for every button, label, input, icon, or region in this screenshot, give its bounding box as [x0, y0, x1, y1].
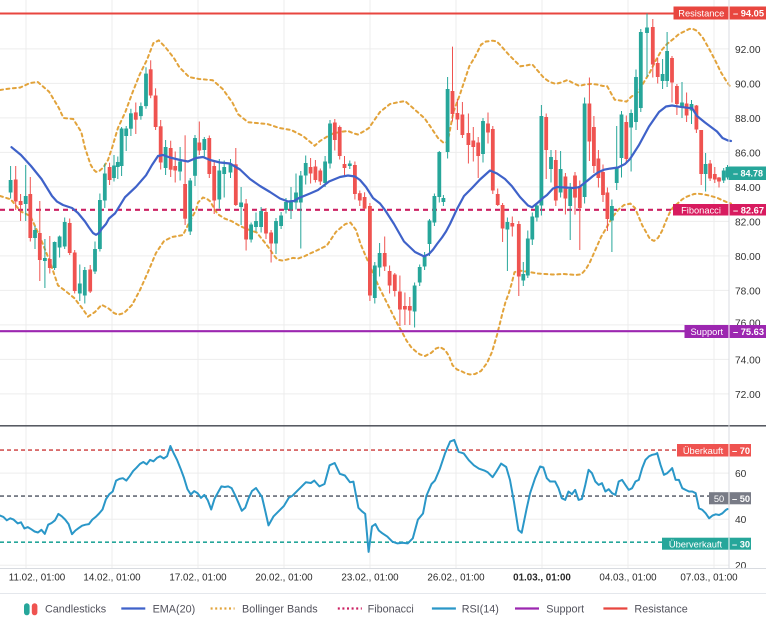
svg-text:Bollinger Bands: Bollinger Bands — [242, 604, 318, 616]
svg-text:88.00: 88.00 — [735, 114, 761, 125]
svg-text:– 50: – 50 — [732, 494, 750, 504]
svg-text:04.03., 01:00: 04.03., 01:00 — [599, 573, 657, 584]
svg-text:86.00: 86.00 — [735, 148, 761, 159]
svg-text:20: 20 — [735, 561, 747, 572]
svg-text:84.00: 84.00 — [735, 183, 761, 194]
svg-text:17.02., 01:00: 17.02., 01:00 — [169, 573, 227, 584]
svg-text:26.02., 01:00: 26.02., 01:00 — [427, 573, 485, 584]
svg-text:RSI(14): RSI(14) — [462, 604, 499, 616]
svg-text:EMA(20): EMA(20) — [153, 604, 196, 616]
svg-text:50: 50 — [714, 494, 724, 504]
svg-text:Support: Support — [690, 327, 723, 337]
svg-text:72.00: 72.00 — [735, 390, 761, 401]
svg-text:60: 60 — [735, 469, 747, 480]
svg-text:– 75.63: – 75.63 — [733, 327, 764, 337]
svg-text:– 84.78: – 84.78 — [733, 169, 763, 179]
svg-text:82.00: 82.00 — [735, 217, 761, 228]
svg-text:– 94.05: – 94.05 — [733, 9, 764, 19]
svg-text:Überverkauft: Überverkauft — [669, 539, 723, 549]
svg-text:23.02., 01:00: 23.02., 01:00 — [341, 573, 399, 584]
svg-text:92.00: 92.00 — [735, 45, 761, 56]
svg-text:01.03., 01:00: 01.03., 01:00 — [513, 573, 571, 584]
svg-text:07.03., 01:00: 07.03., 01:00 — [680, 573, 738, 584]
svg-text:– 82.67: – 82.67 — [733, 205, 764, 215]
svg-text:Fibonacci: Fibonacci — [368, 604, 414, 616]
svg-text:Candlesticks: Candlesticks — [45, 604, 107, 616]
svg-text:78.00: 78.00 — [735, 286, 761, 297]
svg-text:11.02., 01:00: 11.02., 01:00 — [9, 573, 66, 584]
svg-text:20.02., 01:00: 20.02., 01:00 — [255, 573, 313, 584]
svg-text:Überkauft: Überkauft — [683, 446, 724, 456]
svg-text:40: 40 — [735, 515, 747, 526]
svg-text:74.00: 74.00 — [735, 355, 761, 366]
svg-text:Resistance: Resistance — [634, 604, 687, 616]
svg-text:80.00: 80.00 — [735, 252, 761, 263]
svg-text:Fibonacci: Fibonacci — [681, 205, 721, 215]
svg-text:90.00: 90.00 — [735, 79, 761, 90]
svg-text:Support: Support — [546, 604, 584, 616]
svg-text:– 30: – 30 — [732, 539, 750, 549]
svg-text:14.02., 01:00: 14.02., 01:00 — [83, 573, 141, 584]
svg-text:Resistance: Resistance — [678, 9, 724, 19]
svg-text:– 70: – 70 — [732, 446, 750, 456]
